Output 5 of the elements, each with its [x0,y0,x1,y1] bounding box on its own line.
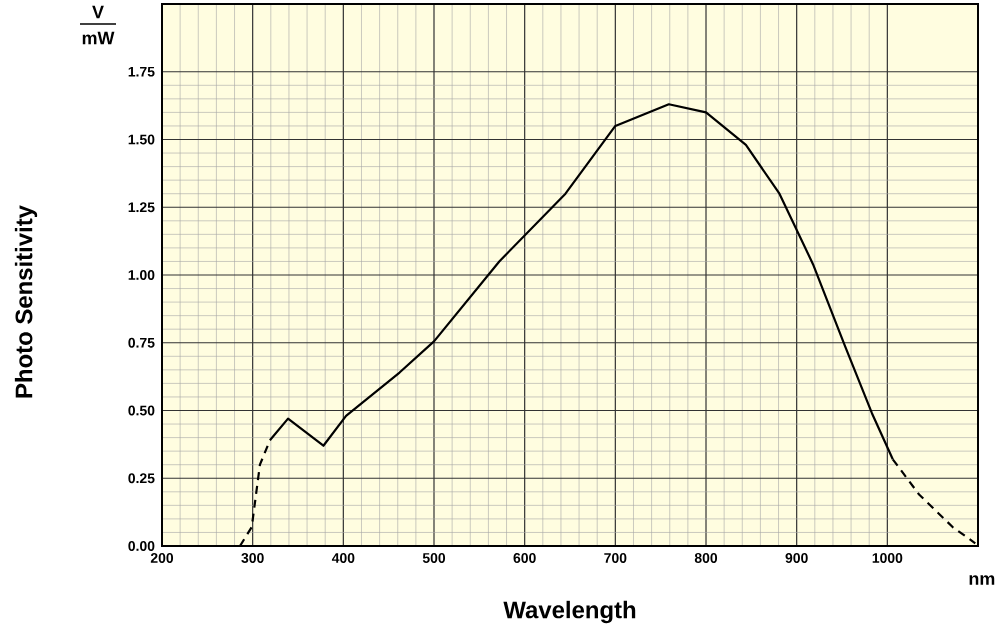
text: mW [82,31,115,45]
text: V [92,5,104,19]
x-axis-title: Wavelength [503,600,636,624]
text: nm [969,575,995,585]
y-axis-title: Photo Sensitivity [14,205,38,398]
